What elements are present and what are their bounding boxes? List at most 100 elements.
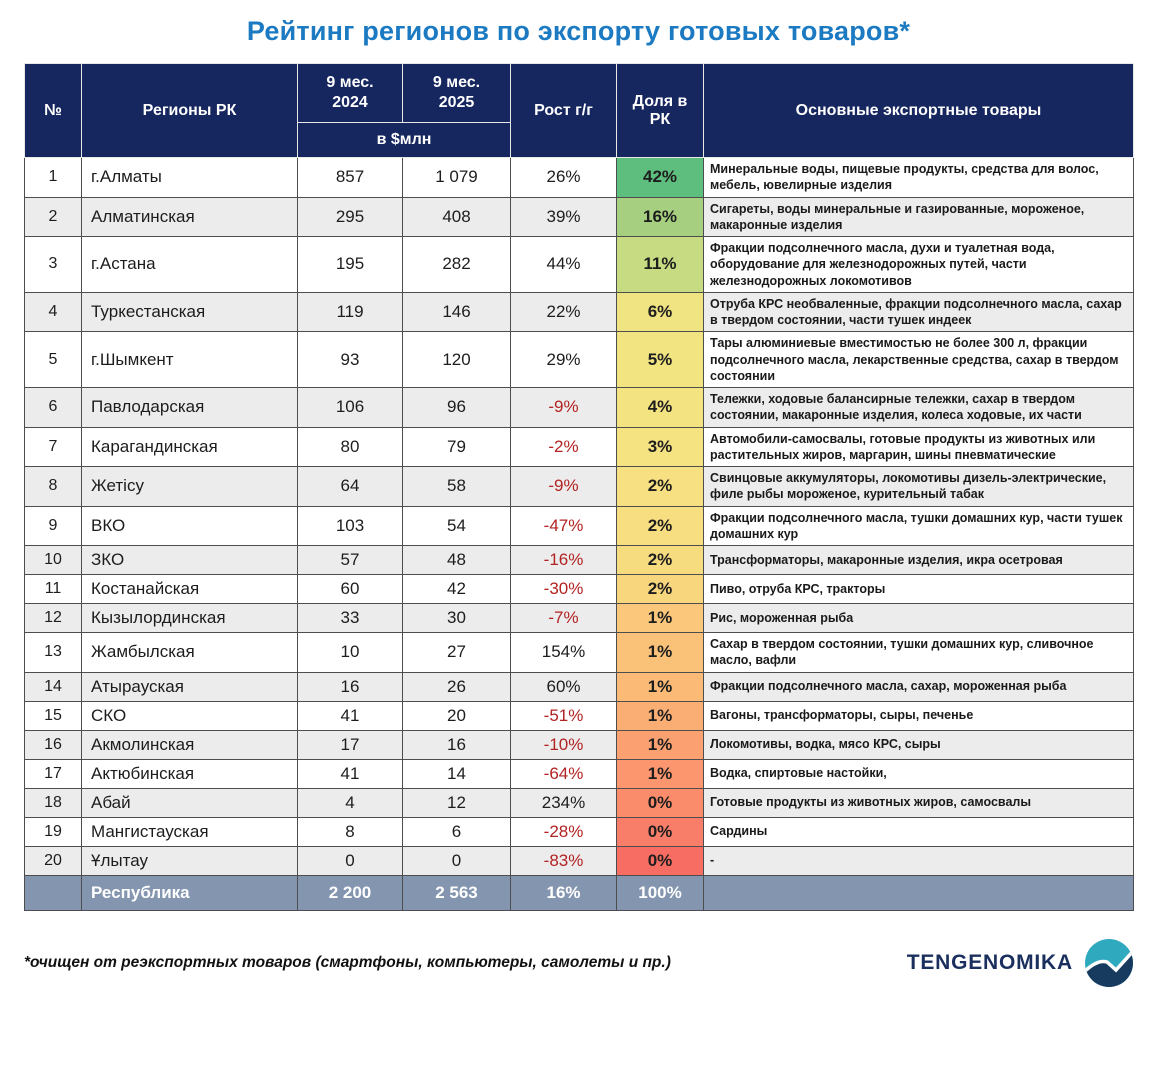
region-cell: Атырауская — [81, 671, 298, 702]
rank-cell: 7 — [24, 426, 82, 467]
region-cell: Туркестанская — [81, 291, 298, 333]
share-cell: 3% — [616, 426, 704, 467]
total-2024-cell: 2 200 — [297, 874, 403, 911]
table-row: 8 Жетісу 64 58 -9% 2% Свинцовые аккумуляторы, … — [24, 466, 1134, 507]
share-cell: 2% — [616, 505, 704, 546]
col-header-share: Доля в РК — [616, 63, 704, 158]
rank-cell: 16 — [24, 729, 82, 760]
growth-cell: 26% — [510, 157, 617, 198]
value-2025-cell: 12 — [402, 787, 511, 818]
share-cell: 1% — [616, 729, 704, 760]
rank-cell: 19 — [24, 816, 82, 847]
rank-cell: 9 — [24, 505, 82, 546]
share-cell: 1% — [616, 632, 704, 673]
value-2025-cell: 282 — [402, 236, 511, 293]
region-cell: ЗКО — [81, 545, 298, 575]
goods-cell: Сигареты, воды минеральные и газированны… — [703, 196, 1134, 237]
table-row: 11 Костанайская 60 42 -30% 2% Пиво, отруба КРС… — [24, 574, 1134, 604]
value-2025-cell: 16 — [402, 729, 511, 760]
value-2025-cell: 48 — [402, 545, 511, 575]
col-header-rank: № — [24, 63, 82, 158]
region-cell: Жамбылская — [81, 632, 298, 673]
growth-cell: 39% — [510, 196, 617, 237]
value-2024-cell: 16 — [297, 671, 403, 702]
goods-cell: Отруба КРС необваленные, фракции подсолн… — [703, 291, 1134, 333]
goods-cell: Трансформаторы, макаронные изделия, икра… — [703, 545, 1134, 575]
table-row: 20 Ұлытау 0 0 -83% 0% - — [24, 845, 1134, 876]
share-cell: 1% — [616, 758, 704, 789]
rank-cell: 18 — [24, 787, 82, 818]
region-cell: Актюбинская — [81, 758, 298, 789]
value-2025-cell: 54 — [402, 505, 511, 546]
value-2024-cell: 0 — [297, 845, 403, 876]
table-row: 3 г.Астана 195 282 44% 11% Фракции подсолнечно… — [24, 236, 1134, 293]
value-2024-cell: 8 — [297, 816, 403, 847]
region-cell: Карагандинская — [81, 426, 298, 467]
value-2025-cell: 26 — [402, 671, 511, 702]
total-region-cell: Республика — [81, 874, 298, 911]
region-cell: Костанайская — [81, 574, 298, 604]
region-cell: г.Алматы — [81, 157, 298, 198]
footnote-text: *очищен от реэкспортных товаров (смартфо… — [24, 953, 671, 971]
tengenomika-logo: TENGENOMIKA — [906, 938, 1133, 987]
table-row: 1 г.Алматы 857 1 079 26% 42% Минеральные воды,… — [24, 157, 1134, 198]
goods-cell: Рис, мороженная рыба — [703, 603, 1134, 633]
rank-cell: 6 — [24, 387, 82, 428]
table-row: 13 Жамбылская 10 27 154% 1% Сахар в твердом со… — [24, 632, 1134, 673]
region-cell: СКО — [81, 700, 298, 731]
value-2024-cell: 103 — [297, 505, 403, 546]
rank-cell: 20 — [24, 845, 82, 876]
value-2025-cell: 20 — [402, 700, 511, 731]
goods-cell: Вагоны, трансформаторы, сыры, печенье — [703, 700, 1134, 731]
growth-cell: -9% — [510, 466, 617, 507]
rank-cell: 12 — [24, 603, 82, 633]
growth-cell: 60% — [510, 671, 617, 702]
table-row: 18 Абай 4 12 234% 0% Готовые продукты из живот… — [24, 787, 1134, 818]
growth-cell: -10% — [510, 729, 617, 760]
rank-cell: 3 — [24, 236, 82, 293]
share-cell: 5% — [616, 331, 704, 388]
share-cell: 0% — [616, 845, 704, 876]
wave-circle-icon — [1085, 938, 1133, 987]
share-cell: 0% — [616, 787, 704, 818]
goods-cell: Готовые продукты из животных жиров, само… — [703, 787, 1134, 818]
table-row: 9 ВКО 103 54 -47% 2% Фракции подсолнечного мас… — [24, 505, 1134, 546]
total-rank-cell — [24, 874, 82, 911]
value-2024-cell: 93 — [297, 331, 403, 388]
rank-cell: 2 — [24, 196, 82, 237]
share-cell: 1% — [616, 700, 704, 731]
page-footer: *очищен от реэкспортных товаров (смартфо… — [24, 938, 1133, 1003]
logo-text: TENGENOMIKA — [906, 950, 1073, 974]
share-cell: 11% — [616, 236, 704, 293]
value-2024-cell: 41 — [297, 700, 403, 731]
value-2025-cell: 120 — [402, 331, 511, 388]
goods-cell: Фракции подсолнечного масла, духи и туал… — [703, 236, 1134, 293]
growth-cell: -28% — [510, 816, 617, 847]
value-2024-cell: 857 — [297, 157, 403, 198]
rank-cell: 1 — [24, 157, 82, 198]
value-2024-cell: 41 — [297, 758, 403, 789]
rank-cell: 17 — [24, 758, 82, 789]
infographic-page: Рейтинг регионов по экспорту готовых тов… — [24, 16, 1134, 1003]
growth-cell: -51% — [510, 700, 617, 731]
share-cell: 4% — [616, 387, 704, 428]
growth-cell: -2% — [510, 426, 617, 467]
table-row: 2 Алматинская 295 408 39% 16% Сигареты, воды м… — [24, 196, 1134, 237]
share-cell: 1% — [616, 671, 704, 702]
goods-cell: Фракции подсолнечного масла, сахар, моро… — [703, 671, 1134, 702]
value-2024-cell: 10 — [297, 632, 403, 673]
value-2025-cell: 0 — [402, 845, 511, 876]
goods-cell: Сардины — [703, 816, 1134, 847]
goods-cell: Сахар в твердом состоянии, тушки домашни… — [703, 632, 1134, 673]
value-2024-cell: 17 — [297, 729, 403, 760]
region-cell: Акмолинская — [81, 729, 298, 760]
value-2025-cell: 146 — [402, 291, 511, 333]
value-2025-cell: 1 079 — [402, 157, 511, 198]
value-2025-cell: 6 — [402, 816, 511, 847]
value-2024-cell: 80 — [297, 426, 403, 467]
regions-export-table: № Регионы РК 9 мес. 2024 9 мес. 2025 Рос… — [24, 63, 1134, 911]
rank-cell: 4 — [24, 291, 82, 333]
growth-cell: -47% — [510, 505, 617, 546]
table-row: 10 ЗКО 57 48 -16% 2% Трансформаторы, макаронны… — [24, 545, 1134, 575]
table-total-row: Республика 2 200 2 563 16% 100% — [24, 874, 1134, 911]
